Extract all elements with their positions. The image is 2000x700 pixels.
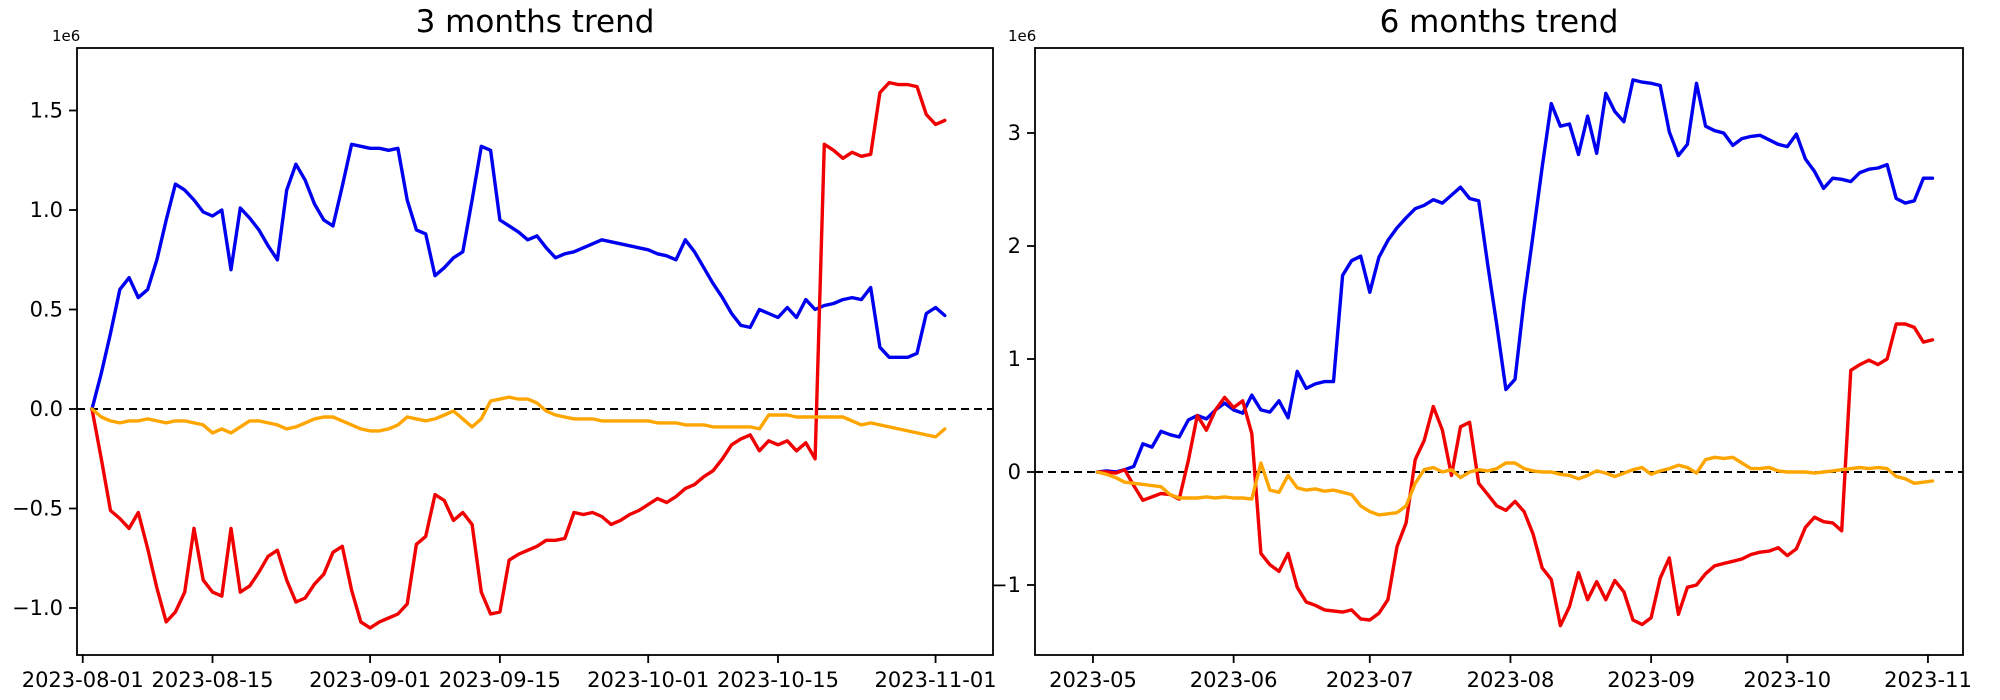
y-tick-label: −1 <box>990 573 1021 597</box>
x-tick-label: 2023-06 <box>1190 668 1278 692</box>
x-tick-label: 2023-11 <box>1884 668 1972 692</box>
right-chart: 3 2 1 0 −1 2023-05 2023-06 2023-07 2023-08 2023-0… <box>990 47 1972 692</box>
left-chart-spines <box>76 47 994 656</box>
x-tick-label: 2023-05 <box>1049 668 1137 692</box>
x-tick-label: 2023-08-01 <box>22 668 144 692</box>
left-chart-orange-line <box>90 395 947 439</box>
y-tick-label: 0.0 <box>30 397 63 421</box>
x-tick-label: 2023-08 <box>1467 668 1555 692</box>
x-tick-label: 2023-10-15 <box>717 668 839 692</box>
y-tick-label: 2 <box>1008 234 1021 258</box>
y-tick-label: 1.5 <box>30 99 63 123</box>
left-chart: 1.5 1.0 0.5 0.0 −0.5 −1.0 2023-08-01 2023-08-15… <box>12 47 997 692</box>
right-axis-offset-label: 1e6 <box>1008 27 1037 45</box>
x-tick-label: 2023-09-01 <box>309 668 431 692</box>
x-tick-label: 2023-09-15 <box>439 668 561 692</box>
left-axis-offset-label: 1e6 <box>52 27 81 45</box>
left-chart-red-line <box>90 80 947 630</box>
x-tick-label: 2023-11-01 <box>875 668 997 692</box>
right-chart-spines <box>1034 47 1964 656</box>
y-tick-label: 1.0 <box>30 198 63 222</box>
right-chart-orange-line <box>1095 455 1935 517</box>
x-tick-label: 2023-10-01 <box>587 668 709 692</box>
y-tick-label: −0.5 <box>12 497 63 521</box>
right-chart-blue-line <box>1095 78 1935 474</box>
y-tick-label: 3 <box>1008 121 1021 145</box>
x-tick-label: 2023-09 <box>1607 668 1695 692</box>
right-chart-red-line <box>1095 322 1935 628</box>
right-chart-title: 6 months trend <box>1379 4 1619 40</box>
x-tick-label: 2023-10 <box>1743 668 1831 692</box>
y-tick-label: −1.0 <box>12 596 63 620</box>
left-chart-blue-line <box>90 142 947 411</box>
x-tick-label: 2023-07 <box>1326 668 1414 692</box>
left-chart-title: 3 months trend <box>415 4 655 40</box>
y-tick-label: 0 <box>1008 460 1021 484</box>
x-tick-label: 2023-08-15 <box>151 668 273 692</box>
y-tick-label: 1 <box>1008 347 1021 371</box>
y-tick-label: 0.5 <box>30 298 63 322</box>
